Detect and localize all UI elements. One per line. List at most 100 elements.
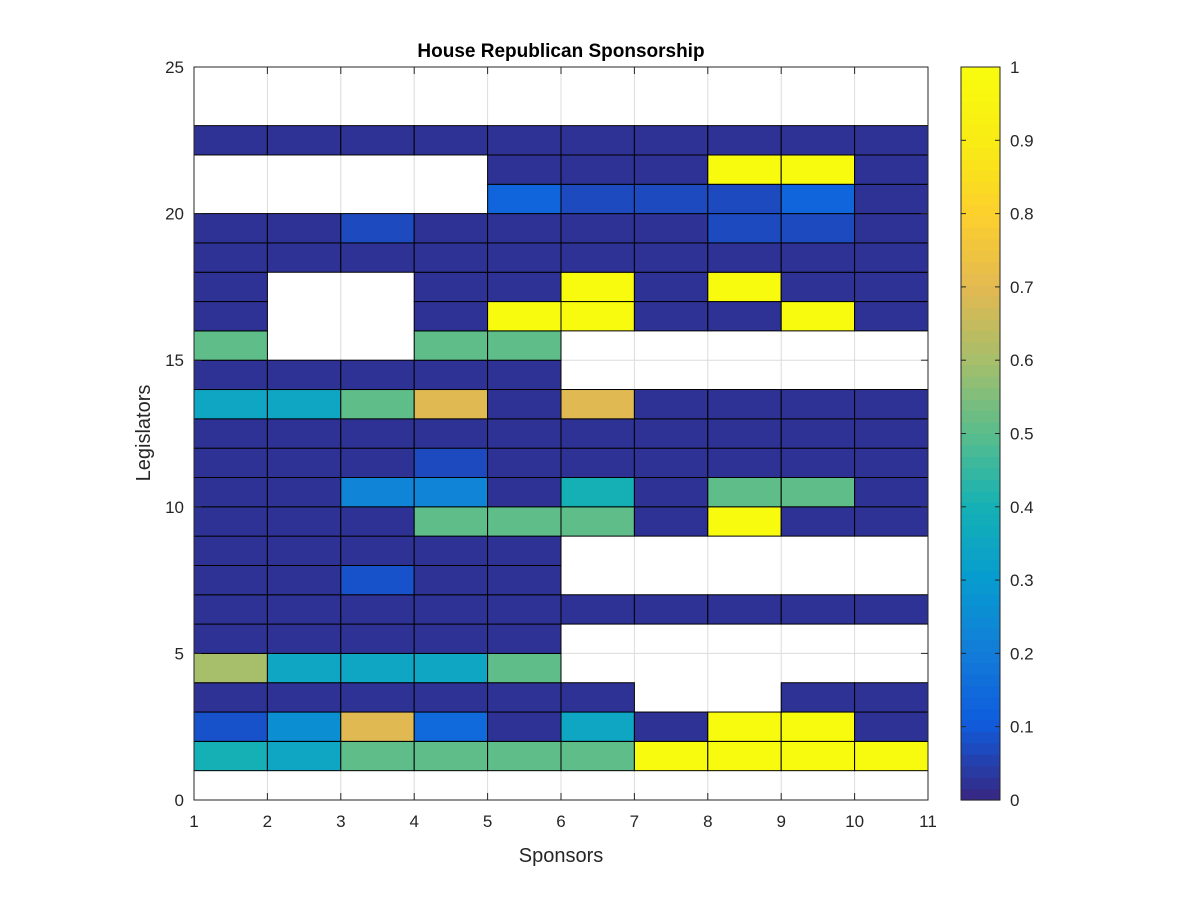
colorbar-segment bbox=[961, 674, 1000, 687]
heatmap-cell bbox=[340, 682, 415, 713]
heatmap-cell bbox=[413, 330, 489, 361]
heatmap-cell bbox=[854, 213, 929, 244]
heatmap-cell bbox=[487, 242, 562, 273]
colorbar-segment bbox=[961, 708, 1000, 721]
heatmap-cell bbox=[266, 711, 342, 742]
heatmap-cell bbox=[487, 447, 562, 478]
colorbar-segment bbox=[961, 754, 1000, 767]
heatmap-cell bbox=[487, 476, 562, 508]
heatmap-cell bbox=[707, 711, 782, 742]
heatmap-cell bbox=[854, 740, 929, 772]
heatmap-cell bbox=[854, 271, 929, 303]
heatmap-cell bbox=[413, 242, 489, 273]
colorbar-segment bbox=[961, 261, 1000, 274]
heatmap-cell bbox=[707, 418, 782, 449]
colorbar-segment bbox=[961, 788, 1000, 801]
colorbar-segment bbox=[961, 112, 1000, 125]
heatmap-cell bbox=[780, 506, 856, 537]
heatmap-cell bbox=[413, 271, 489, 303]
x-tick-label: 10 bbox=[845, 812, 864, 831]
heatmap-cell bbox=[854, 125, 929, 156]
heatmap-cell bbox=[633, 389, 709, 420]
colorbar-segment bbox=[961, 502, 1000, 515]
heatmap-cell bbox=[193, 652, 268, 684]
heatmap-cell bbox=[266, 506, 342, 537]
heatmap-cell bbox=[780, 301, 856, 332]
colorbar-segment bbox=[961, 662, 1000, 675]
heatmap-cell bbox=[340, 418, 415, 449]
x-tick-label: 1 bbox=[189, 812, 198, 831]
heatmap-cell bbox=[413, 301, 489, 332]
heatmap-cell bbox=[487, 213, 562, 244]
heatmap-cell bbox=[193, 476, 268, 508]
heatmap-cell bbox=[487, 564, 562, 596]
colorbar-segment bbox=[961, 181, 1000, 194]
colorbar-tick-label: 0.9 bbox=[1010, 131, 1034, 150]
heatmap-cell bbox=[193, 447, 268, 478]
heatmap-cell bbox=[633, 740, 709, 772]
heatmap-cell bbox=[780, 418, 856, 449]
colorbar-tick-label: 0 bbox=[1010, 791, 1019, 810]
colorbar-segment bbox=[961, 685, 1000, 698]
heatmap-cell bbox=[560, 447, 635, 478]
colorbar-segment bbox=[961, 101, 1000, 114]
heatmap-cell bbox=[340, 740, 415, 772]
heatmap-cell bbox=[633, 271, 709, 303]
colorbar-segment bbox=[961, 296, 1000, 309]
heatmap-cell bbox=[854, 682, 929, 713]
colorbar-tick-label: 0.6 bbox=[1010, 351, 1034, 370]
heatmap-cell bbox=[707, 213, 782, 244]
colorbar-segment bbox=[961, 318, 1000, 332]
colorbar-tick-label: 0.5 bbox=[1010, 425, 1034, 444]
colorbar-segment bbox=[961, 330, 1000, 343]
heatmap-cell bbox=[487, 506, 562, 537]
colorbar-tick-label: 0.2 bbox=[1010, 644, 1034, 663]
colorbar-segment bbox=[961, 548, 1000, 561]
heatmap-cell bbox=[780, 389, 856, 420]
heatmap-cell bbox=[340, 389, 415, 420]
heatmap-cell bbox=[266, 623, 342, 654]
heatmap-cells bbox=[193, 125, 929, 772]
heatmap-cell bbox=[487, 154, 562, 185]
heatmap-cell bbox=[707, 183, 782, 215]
colorbar-segment bbox=[961, 353, 1000, 366]
heatmap-cell bbox=[193, 594, 268, 625]
colorbar-segment bbox=[961, 639, 1000, 652]
colorbar-segment bbox=[961, 605, 1000, 618]
heatmap-cell bbox=[560, 476, 635, 508]
heatmap-cell bbox=[854, 418, 929, 449]
heatmap-cell bbox=[633, 125, 709, 156]
heatmap-cell bbox=[193, 271, 268, 303]
heatmap-cell bbox=[633, 301, 709, 332]
heatmap-cell bbox=[780, 125, 856, 156]
heatmap-cell bbox=[487, 682, 562, 713]
y-axis-label: Legislators bbox=[133, 385, 155, 482]
heatmap-cell bbox=[413, 740, 489, 772]
heatmap-cell bbox=[560, 594, 635, 625]
heatmap-cell bbox=[854, 506, 929, 537]
heatmap-cell bbox=[633, 476, 709, 508]
heatmap-cell bbox=[560, 213, 635, 244]
colorbar-segment bbox=[961, 696, 1000, 709]
x-tick-label: 9 bbox=[776, 812, 785, 831]
heatmap-cell bbox=[560, 301, 635, 332]
colorbar-tick-label: 0.4 bbox=[1010, 498, 1034, 517]
y-tick-label: 10 bbox=[165, 498, 184, 517]
y-tick-label: 5 bbox=[175, 644, 184, 663]
heatmap-cell bbox=[413, 652, 489, 684]
colorbar-segment bbox=[961, 559, 1000, 572]
colorbar-segment bbox=[961, 628, 1000, 641]
heatmap-cell bbox=[560, 389, 635, 420]
colorbar-tick-label: 0.1 bbox=[1010, 718, 1034, 737]
colorbar-segment bbox=[961, 376, 1000, 389]
x-axis-ticks: 1 2 3 4 5 6 7 8 9 10 11 bbox=[189, 67, 937, 831]
colorbar-segment bbox=[961, 89, 1000, 102]
colorbar-segment bbox=[961, 651, 1000, 664]
heatmap-cell bbox=[266, 359, 342, 391]
heatmap-cell bbox=[854, 389, 929, 420]
heatmap-cell bbox=[707, 594, 782, 625]
colorbar-segment bbox=[961, 719, 1000, 732]
heatmap-cell bbox=[413, 594, 489, 625]
heatmap-cell bbox=[560, 682, 635, 713]
colorbar-segment bbox=[961, 250, 1000, 263]
